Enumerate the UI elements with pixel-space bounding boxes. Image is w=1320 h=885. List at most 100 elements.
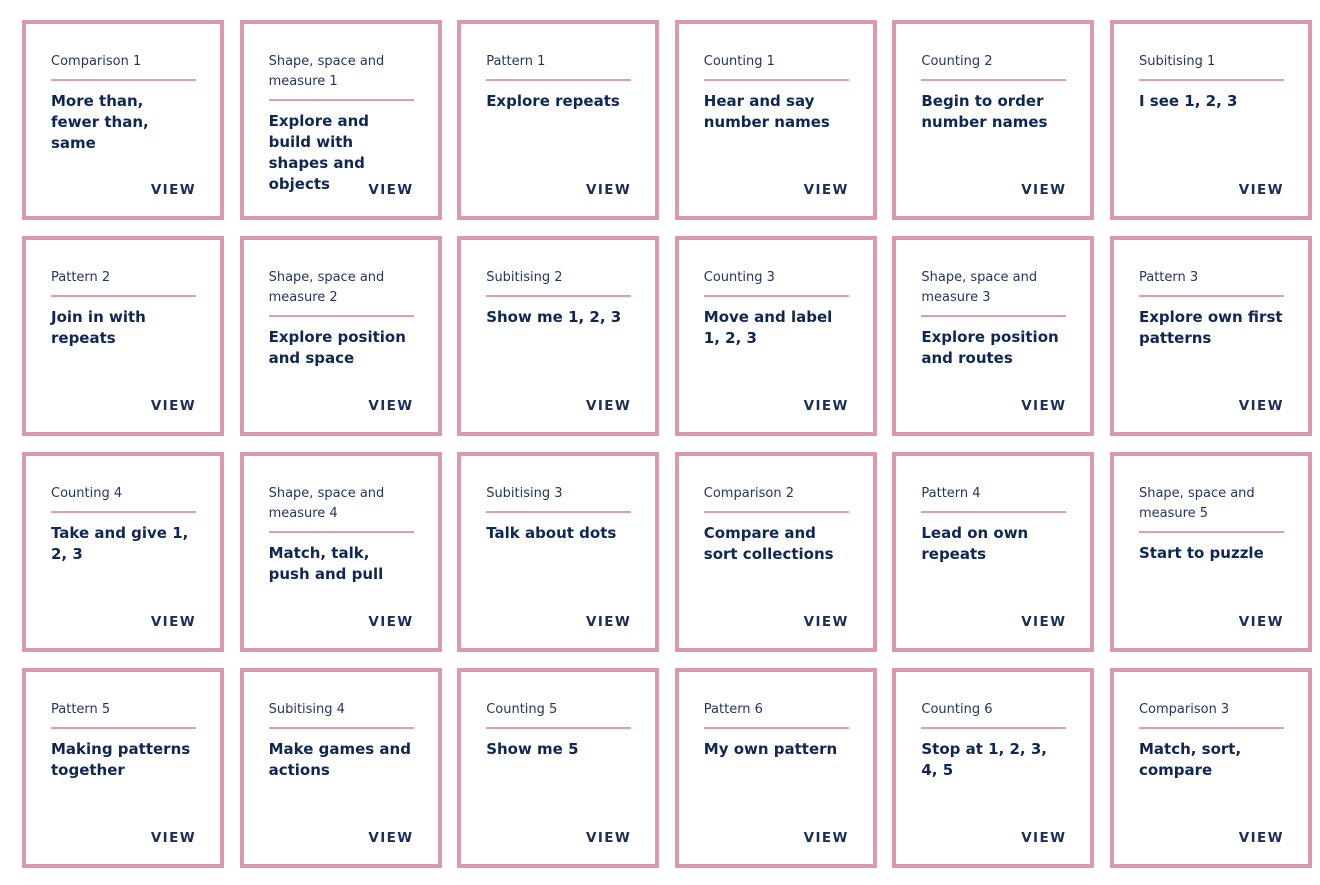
card-category: Shape, space and measure 4	[268, 484, 414, 533]
activity-card[interactable]: Counting 2 Begin to order number names V…	[892, 20, 1095, 220]
view-link[interactable]: VIEW	[803, 830, 849, 846]
view-link[interactable]: VIEW	[1238, 182, 1284, 198]
view-link[interactable]: VIEW	[803, 614, 849, 630]
view-link[interactable]: VIEW	[368, 182, 414, 198]
card-category: Shape, space and measure 5	[1138, 484, 1284, 533]
activity-card[interactable]: Counting 5 Show me 5 VIEW	[457, 668, 660, 868]
card-content: Subitising 1 I see 1, 2, 3	[1138, 52, 1284, 112]
card-title: Match, talk, push and pull	[268, 544, 384, 583]
card-title: Show me 5	[486, 740, 579, 758]
view-link[interactable]: VIEW	[150, 398, 196, 414]
card-category: Counting 3	[703, 268, 849, 297]
activity-card[interactable]: Subitising 3 Talk about dots VIEW	[457, 452, 660, 652]
card-title: Show me 1, 2, 3	[486, 308, 622, 326]
card-category: Pattern 3	[1138, 268, 1284, 297]
card-content: Counting 6 Stop at 1, 2, 3, 4, 5	[921, 700, 1067, 781]
card-title: Lead on own repeats	[921, 524, 1029, 563]
activity-card[interactable]: Shape, space and measure 4 Match, talk, …	[239, 452, 442, 652]
card-title: Hear and say number names	[703, 92, 830, 131]
card-content: Shape, space and measure 2 Explore posit…	[268, 268, 414, 369]
card-category: Subitising 2	[486, 268, 632, 297]
card-content: Pattern 5 Making patterns together	[51, 700, 196, 781]
activity-card[interactable]: Counting 4 Take and give 1, 2, 3 VIEW	[22, 452, 224, 652]
view-link[interactable]: VIEW	[1238, 614, 1284, 630]
view-link[interactable]: VIEW	[1021, 614, 1067, 630]
view-link[interactable]: VIEW	[368, 398, 414, 414]
view-link[interactable]: VIEW	[150, 614, 196, 630]
activity-card[interactable]: Shape, space and measure 1 Explore and b…	[239, 20, 442, 220]
activity-card[interactable]: Pattern 4 Lead on own repeats VIEW	[892, 452, 1095, 652]
view-link[interactable]: VIEW	[1238, 830, 1284, 846]
card-content: Shape, space and measure 5 Start to puzz…	[1138, 484, 1284, 564]
card-content: Shape, space and measure 1 Explore and b…	[268, 52, 414, 195]
activity-card[interactable]: Pattern 1 Explore repeats VIEW	[457, 20, 660, 220]
card-title: Explore own first patterns	[1138, 308, 1283, 347]
activity-card[interactable]: Subitising 4 Make games and actions VIEW	[239, 668, 442, 868]
card-title: Talk about dots	[486, 524, 617, 542]
card-category: Shape, space and measure 1	[268, 52, 414, 101]
card-category: Shape, space and measure 3	[921, 268, 1067, 317]
card-content: Comparison 2 Compare and sort collection…	[703, 484, 849, 565]
card-content: Comparison 1 More than, fewer than, same	[51, 52, 196, 154]
view-link[interactable]: VIEW	[150, 830, 196, 846]
view-link[interactable]: VIEW	[803, 398, 849, 414]
card-category: Comparison 2	[703, 484, 849, 513]
activity-card[interactable]: Pattern 2 Join in with repeats VIEW	[22, 236, 224, 436]
card-title: Explore position and space	[268, 328, 406, 367]
activity-card[interactable]: Subitising 1 I see 1, 2, 3 VIEW	[1109, 20, 1312, 220]
activity-card[interactable]: Comparison 3 Match, sort, compare VIEW	[1109, 668, 1312, 868]
view-link[interactable]: VIEW	[368, 830, 414, 846]
card-title: Begin to order number names	[921, 92, 1048, 131]
card-category: Counting 1	[703, 52, 849, 81]
card-category: Shape, space and measure 2	[268, 268, 414, 317]
activity-card[interactable]: Comparison 1 More than, fewer than, same…	[22, 20, 224, 220]
card-content: Shape, space and measure 4 Match, talk, …	[268, 484, 414, 585]
activity-card[interactable]: Shape, space and measure 2 Explore posit…	[239, 236, 442, 436]
card-content: Pattern 2 Join in with repeats	[51, 268, 196, 349]
card-content: Comparison 3 Match, sort, compare	[1138, 700, 1284, 781]
card-title: Explore repeats	[486, 92, 620, 110]
activity-card[interactable]: Pattern 3 Explore own first patterns VIE…	[1109, 236, 1312, 436]
activity-card[interactable]: Comparison 2 Compare and sort collection…	[674, 452, 877, 652]
activity-card[interactable]: Pattern 5 Making patterns together VIEW	[22, 668, 224, 868]
activity-card-grid: Comparison 1 More than, fewer than, same…	[22, 20, 1312, 868]
card-content: Pattern 3 Explore own first patterns	[1138, 268, 1284, 349]
view-link[interactable]: VIEW	[1021, 830, 1067, 846]
card-category: Pattern 6	[703, 700, 849, 729]
card-content: Shape, space and measure 3 Explore posit…	[921, 268, 1067, 369]
card-category: Pattern 4	[921, 484, 1067, 513]
card-category: Pattern 5	[51, 700, 196, 729]
card-title: I see 1, 2, 3	[1138, 92, 1238, 110]
card-category: Comparison 3	[1138, 700, 1284, 729]
card-category: Counting 2	[921, 52, 1067, 81]
card-title: Start to puzzle	[1138, 544, 1264, 562]
card-title: More than, fewer than, same	[51, 92, 149, 152]
activity-card[interactable]: Counting 3 Move and label 1, 2, 3 VIEW	[674, 236, 877, 436]
card-category: Comparison 1	[51, 52, 196, 81]
card-title: Move and label 1, 2, 3	[703, 308, 833, 347]
card-title: Make games and actions	[268, 740, 411, 779]
card-content: Counting 1 Hear and say number names	[703, 52, 849, 133]
activity-card[interactable]: Shape, space and measure 5 Start to puzz…	[1109, 452, 1312, 652]
view-link[interactable]: VIEW	[586, 614, 632, 630]
card-content: Subitising 3 Talk about dots	[486, 484, 632, 544]
view-link[interactable]: VIEW	[803, 182, 849, 198]
view-link[interactable]: VIEW	[1021, 398, 1067, 414]
card-category: Pattern 2	[51, 268, 196, 297]
card-category: Counting 6	[921, 700, 1067, 729]
view-link[interactable]: VIEW	[368, 614, 414, 630]
view-link[interactable]: VIEW	[1238, 398, 1284, 414]
view-link[interactable]: VIEW	[586, 830, 632, 846]
view-link[interactable]: VIEW	[586, 398, 632, 414]
view-link[interactable]: VIEW	[150, 182, 196, 198]
view-link[interactable]: VIEW	[586, 182, 632, 198]
card-category: Subitising 4	[268, 700, 414, 729]
activity-card[interactable]: Subitising 2 Show me 1, 2, 3 VIEW	[457, 236, 660, 436]
activity-card[interactable]: Shape, space and measure 3 Explore posit…	[892, 236, 1095, 436]
activity-card[interactable]: Pattern 6 My own pattern VIEW	[674, 668, 877, 868]
card-category: Counting 4	[51, 484, 196, 513]
activity-card[interactable]: Counting 1 Hear and say number names VIE…	[674, 20, 877, 220]
view-link[interactable]: VIEW	[1021, 182, 1067, 198]
activity-card[interactable]: Counting 6 Stop at 1, 2, 3, 4, 5 VIEW	[892, 668, 1095, 868]
card-title: Explore position and routes	[921, 328, 1059, 367]
